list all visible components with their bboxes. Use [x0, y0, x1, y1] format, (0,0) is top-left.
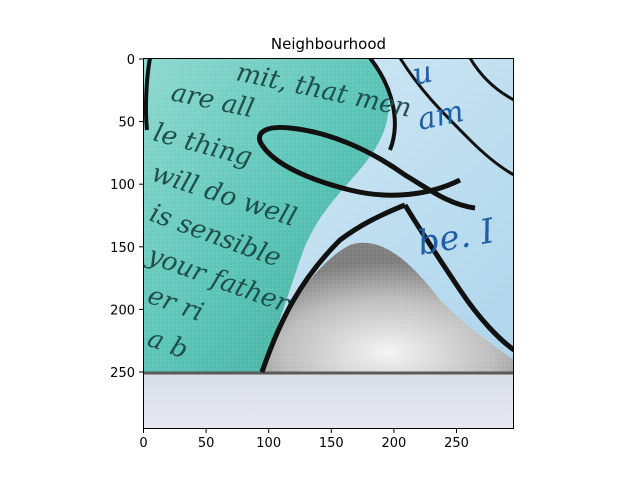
- image-content: mit, that men are all le thing will do w…: [143, 58, 514, 429]
- axes-frame: [143, 58, 514, 429]
- x-tick-label: 200: [381, 436, 406, 451]
- y-axis: 0 50 100 150 200 250: [110, 53, 143, 381]
- x-tick-label: 50: [198, 436, 215, 451]
- halftone-texture: [143, 58, 514, 372]
- x-tick-label: 150: [319, 436, 344, 451]
- y-tick-label: 100: [110, 178, 135, 193]
- x-axis: 0 50 100 150 200 250: [139, 429, 469, 451]
- y-tick-label: 150: [110, 241, 135, 256]
- ink-outline: [144, 58, 152, 131]
- x-tick-label: 0: [139, 436, 147, 451]
- y-tick-label: 250: [110, 366, 135, 381]
- ink-outline: [368, 58, 397, 151]
- y-tick-label: 0: [127, 53, 135, 68]
- ink-outline: [259, 143, 462, 198]
- ink-outline: [398, 58, 514, 177]
- y-tick-label: 200: [110, 303, 135, 318]
- ink-outline: [468, 58, 514, 102]
- paper-strip: [143, 372, 514, 429]
- figure-title: Neighbourhood: [271, 35, 386, 53]
- y-tick-label: 50: [118, 116, 135, 131]
- x-tick-label: 100: [256, 436, 281, 451]
- x-tick-label: 250: [444, 436, 469, 451]
- ink-outline: [402, 203, 514, 353]
- ink-outline: [259, 202, 406, 373]
- ink-outline: [257, 124, 476, 211]
